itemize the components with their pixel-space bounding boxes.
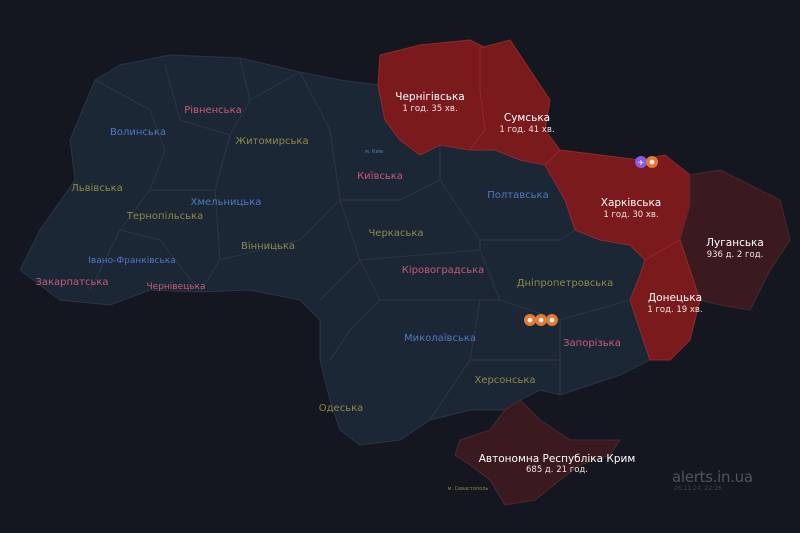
alert-duration-sumy: 1 год. 41 хв. — [499, 125, 554, 135]
alert-name-crimea: Автономна Республіка Крим — [479, 453, 636, 465]
svg-text:✸: ✸ — [527, 316, 534, 325]
label-poltava: Полтавська — [487, 190, 548, 201]
svg-text:✈: ✈ — [638, 159, 644, 167]
label-ivano-frankivsk: Івано-Франківська — [88, 256, 175, 266]
alert-name-sumy: Сумська — [504, 112, 550, 124]
svg-text:✸: ✸ — [649, 158, 656, 167]
country-base — [19, 54, 651, 446]
explosion-icon — [535, 314, 547, 326]
label-ternopil: Тернопільська — [126, 210, 203, 222]
label-khmelnytskyi: Хмельницька — [191, 197, 262, 208]
alert-name-chernihiv: Чернігівська — [395, 91, 464, 103]
alert-duration-luhansk: 936 д. 2 год. — [707, 250, 764, 260]
explosion-icon — [646, 156, 658, 168]
watermark-timestamp: 26.11.24, 22:26 — [674, 485, 722, 492]
label-odesa: Одеська — [319, 403, 364, 414]
threat-icons-kharkiv[interactable]: ✈ ✸ — [635, 156, 658, 168]
alert-name-donetsk: Донецька — [648, 292, 702, 304]
explosion-icon — [546, 314, 558, 326]
watermark-site: alerts.in.ua — [672, 468, 753, 486]
label-kherson: Херсонська — [474, 375, 535, 386]
region-labels: Волинська Рівненська Житомирська Львівсь… — [35, 104, 620, 492]
label-mykolaiv: Миколаївська — [404, 333, 476, 344]
label-cherkasy: Черкаська — [368, 228, 423, 239]
label-volyn: Волинська — [110, 127, 166, 138]
alert-name-luhansk: Луганська — [706, 237, 764, 249]
label-chernivtsi: Чернівецька — [146, 282, 205, 292]
label-kyiv-city: м. Київ — [365, 149, 383, 155]
label-rivne: Рівненська — [184, 104, 242, 116]
label-sevastopol: м. Севастополь — [448, 486, 489, 492]
alert-duration-crimea: 685 д. 21 год. — [526, 465, 588, 475]
alert-duration-kharkiv: 1 год. 30 хв. — [603, 210, 658, 220]
label-zaporizhzhia: Запорізька — [563, 337, 621, 349]
svg-text:✸: ✸ — [538, 316, 545, 325]
label-vinnytsia: Вінницька — [241, 240, 295, 252]
drone-icon — [635, 156, 647, 168]
svg-text:✸: ✸ — [549, 316, 556, 325]
label-zakarpattia: Закарпатська — [35, 277, 108, 288]
threat-icons-dnipro[interactable]: ✸ ✸ ✸ — [524, 314, 558, 326]
oblast-borders — [89, 57, 631, 421]
label-kyiv-oblast: Київська — [357, 171, 403, 182]
label-dnipropetrovsk: Дніпропетровська — [517, 277, 614, 289]
alert-duration-chernihiv: 1 год. 35 хв. — [402, 104, 457, 114]
region-crimea[interactable] — [454, 399, 621, 506]
label-zhytomyr: Житомирська — [235, 136, 308, 147]
alert-duration-donetsk: 1 год. 19 хв. — [647, 305, 702, 315]
label-kirovohrad: Кіровоградська — [402, 264, 485, 276]
alert-labels: Чернігівська 1 год. 35 хв. Сумська 1 год… — [395, 91, 764, 475]
region-donetsk[interactable] — [629, 239, 701, 361]
alert-name-kharkiv: Харківська — [601, 197, 661, 209]
label-lviv: Львівська — [71, 182, 123, 194]
explosion-icon — [524, 314, 536, 326]
region-sumy[interactable] — [469, 39, 561, 166]
